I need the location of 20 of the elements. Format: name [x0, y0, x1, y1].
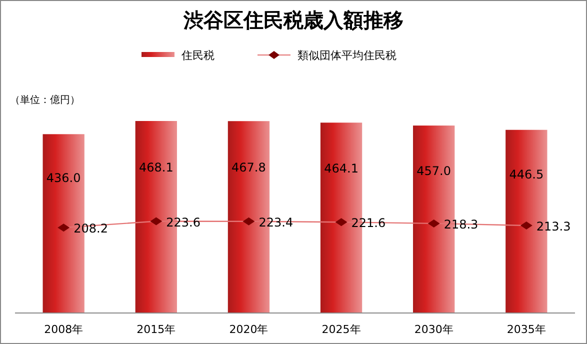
data-label: 223.4: [258, 215, 294, 230]
x-tick-label: 2008年: [44, 323, 84, 336]
legend-label: 類似団体平均住民税: [298, 49, 396, 62]
data-label: 446.5: [509, 167, 544, 182]
x-tick-label: 2035年: [506, 323, 546, 336]
legend-label: 住民税: [182, 49, 214, 62]
x-tick-label: 2020年: [229, 323, 268, 336]
chart-title: 渋谷区住民税歳入額推移: [182, 8, 404, 32]
x-tick-label: 2025年: [322, 323, 361, 336]
x-tick-label: 2015年: [136, 323, 176, 336]
data-label: 221.6: [351, 216, 386, 230]
data-label: 218.3: [444, 217, 478, 232]
data-label: 468.1: [138, 160, 174, 174]
x-tick-label: 2030年: [414, 323, 454, 336]
text: （単位：億円）: [10, 94, 80, 106]
data-label: 464.1: [324, 162, 358, 176]
data-label: 436.0: [46, 170, 81, 185]
data-label: 457.0: [416, 164, 452, 178]
data-label: 223.6: [166, 215, 201, 230]
data-label: 467.8: [232, 160, 266, 174]
